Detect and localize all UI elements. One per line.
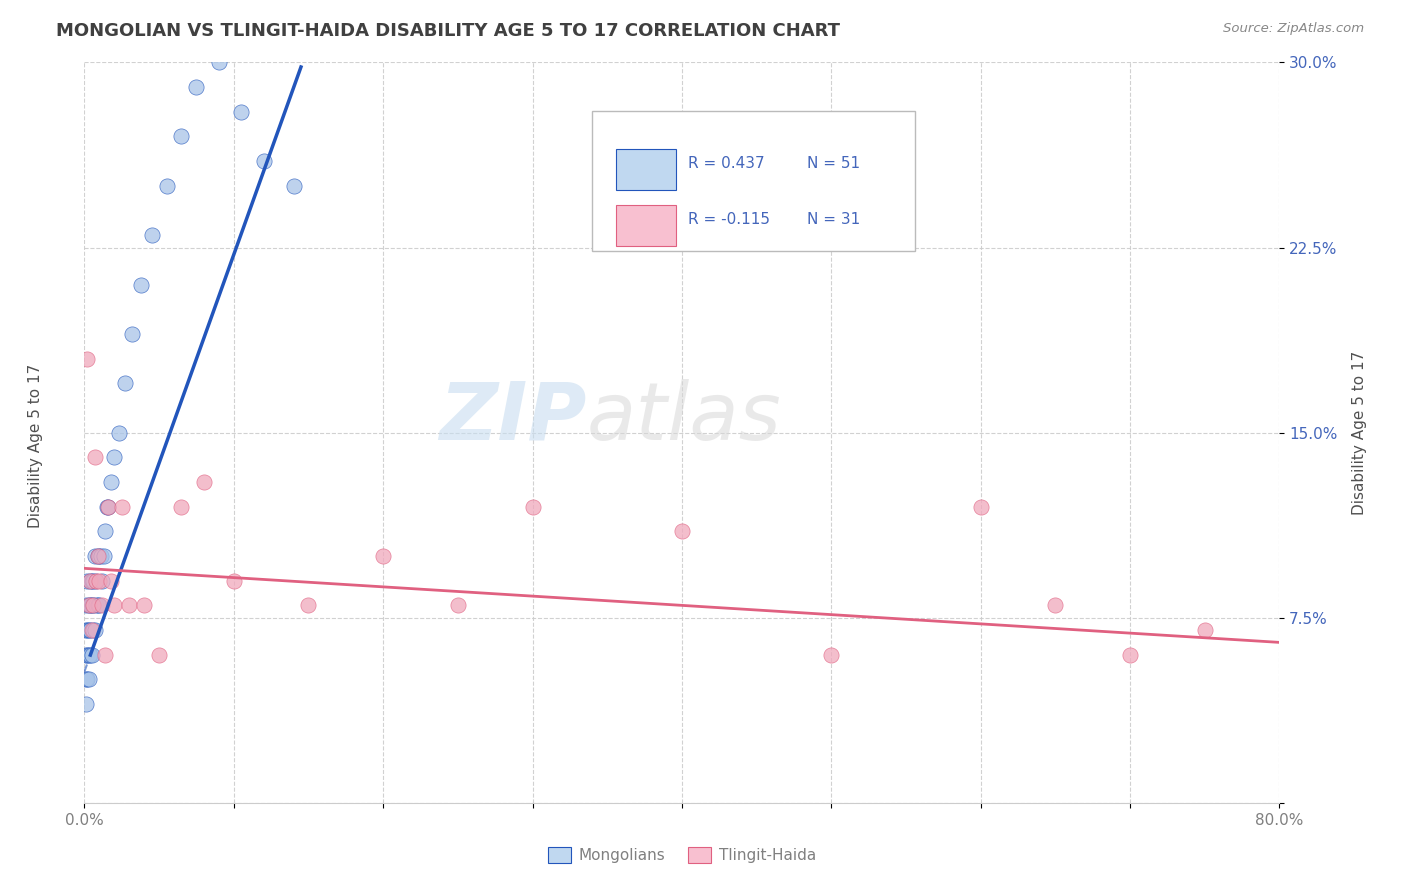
Point [94, 524, 117, 539]
Point [297, 599, 319, 613]
Point [1119, 648, 1142, 662]
Point [91, 574, 114, 588]
Point [77, 623, 100, 637]
Point [77, 673, 100, 687]
Point [87, 549, 110, 563]
Point [89, 599, 111, 613]
Point [186, 80, 208, 95]
Point [75, 648, 97, 662]
Point [970, 500, 993, 514]
Point [96, 500, 118, 514]
Point [447, 599, 470, 613]
Point [170, 500, 193, 514]
Legend: Mongolians, Tlingit-Haida: Mongolians, Tlingit-Haida [541, 841, 823, 869]
Point [91, 599, 114, 613]
Point [103, 599, 125, 613]
Text: R = -0.115: R = -0.115 [688, 212, 770, 227]
Point [100, 574, 122, 588]
Point [86, 599, 108, 613]
Point [208, 55, 231, 70]
Point [79, 599, 101, 613]
Point [76, 673, 98, 687]
Point [76, 351, 98, 366]
Text: Disability Age 5 to 17: Disability Age 5 to 17 [28, 364, 42, 528]
Text: ZIP: ZIP [439, 379, 586, 457]
Point [75, 673, 97, 687]
Point [118, 599, 141, 613]
Point [77, 599, 100, 613]
Point [87, 549, 110, 563]
Point [80, 599, 103, 613]
Point [283, 178, 305, 193]
Point [76, 623, 98, 637]
Point [86, 574, 108, 588]
Point [83, 450, 105, 465]
Point [155, 178, 177, 193]
Point [83, 623, 105, 637]
Point [100, 475, 122, 489]
Point [82, 623, 104, 637]
Bar [616, 149, 676, 190]
Point [76, 574, 98, 588]
Point [103, 450, 125, 465]
Point [114, 376, 136, 391]
Point [76, 648, 98, 662]
Point [80, 574, 103, 588]
Point [79, 623, 101, 637]
Point [253, 154, 276, 169]
Point [222, 574, 245, 588]
Text: R = 0.437: R = 0.437 [688, 156, 765, 171]
Point [148, 648, 170, 662]
Point [522, 500, 544, 514]
Y-axis label: Disability Age 5 to 17: Disability Age 5 to 17 [1351, 351, 1367, 515]
Point [75, 697, 97, 711]
Point [94, 648, 117, 662]
Point [79, 648, 101, 662]
Point [82, 599, 104, 613]
Point [121, 326, 143, 341]
Bar [616, 205, 676, 246]
Point [141, 228, 163, 243]
Point [86, 574, 108, 588]
Point [111, 500, 134, 514]
Point [75, 623, 97, 637]
Point [79, 574, 101, 588]
Point [83, 549, 105, 563]
Point [671, 524, 693, 539]
Text: MONGOLIAN VS TLINGIT-HAIDA DISABILITY AGE 5 TO 17 CORRELATION CHART: MONGOLIAN VS TLINGIT-HAIDA DISABILITY AG… [56, 22, 841, 40]
Point [1045, 599, 1067, 613]
Point [129, 277, 152, 292]
Point [93, 549, 115, 563]
Point [89, 549, 111, 563]
Text: Source: ZipAtlas.com: Source: ZipAtlas.com [1223, 22, 1364, 36]
Point [97, 500, 120, 514]
Point [77, 599, 100, 613]
FancyBboxPatch shape [592, 111, 915, 252]
Point [170, 129, 193, 144]
Point [82, 574, 104, 588]
Point [132, 599, 156, 613]
Point [80, 623, 103, 637]
Point [231, 104, 253, 119]
Point [90, 549, 112, 563]
Point [79, 574, 101, 588]
Point [107, 425, 129, 440]
Point [87, 599, 110, 613]
Point [1194, 623, 1216, 637]
Point [193, 475, 215, 489]
Text: N = 51: N = 51 [807, 156, 860, 171]
Text: atlas: atlas [586, 379, 782, 457]
Text: N = 31: N = 31 [807, 212, 860, 227]
Point [75, 599, 97, 613]
Point [82, 599, 104, 613]
Point [80, 648, 103, 662]
Point [97, 500, 120, 514]
Point [89, 574, 111, 588]
Point [373, 549, 395, 563]
Point [820, 648, 842, 662]
Point [77, 648, 100, 662]
